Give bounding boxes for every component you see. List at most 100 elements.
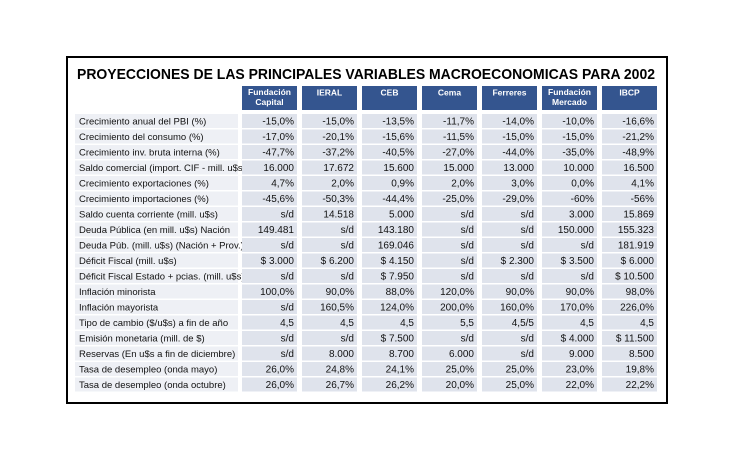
data-cell <box>602 253 657 268</box>
data-cell <box>602 160 657 175</box>
data-cell <box>602 269 657 283</box>
data-cell <box>422 129 477 144</box>
cell-value: 8.000 <box>329 349 354 360</box>
cell-value: 226,0% <box>620 302 654 313</box>
cell-value: 4,5 <box>640 318 654 329</box>
cell-value: 4,5/5 <box>512 318 535 329</box>
cell-value: 5.000 <box>389 209 414 220</box>
data-cell <box>542 238 597 252</box>
cell-value: $ 6.000 <box>621 256 655 267</box>
cell-value: 9.000 <box>569 349 594 360</box>
row-label: Crecimiento del consumo (%) <box>79 132 204 143</box>
cell-value: -15,0% <box>262 116 294 127</box>
cell-value: s/d <box>521 349 534 360</box>
data-cell <box>362 300 417 314</box>
data-cell <box>302 238 357 252</box>
column-header: IERAL <box>317 87 343 97</box>
cell-value: s/d <box>341 271 354 282</box>
cell-value: 25,0% <box>506 364 534 375</box>
column-header-cell <box>482 86 537 110</box>
row-label-cell <box>75 377 238 392</box>
data-cell <box>542 145 597 159</box>
cell-value: 90,0% <box>566 287 594 298</box>
data-cell <box>542 253 597 268</box>
row-label-cell <box>75 176 238 190</box>
data-cell <box>602 362 657 376</box>
cell-value: 4,7% <box>271 178 294 189</box>
cell-value: 24,1% <box>386 364 414 375</box>
data-cell <box>482 331 537 345</box>
cell-value: s/d <box>461 209 474 220</box>
data-cell <box>482 176 537 190</box>
data-cell <box>422 253 477 268</box>
data-cell <box>242 207 297 221</box>
data-cell <box>362 114 417 128</box>
cell-value: 15.600 <box>383 163 414 174</box>
data-cell <box>242 191 297 206</box>
cell-value: 16.500 <box>623 163 654 174</box>
data-cell <box>602 315 657 330</box>
data-cell <box>362 222 417 237</box>
data-cell <box>302 114 357 128</box>
data-cell <box>242 145 297 159</box>
data-cell <box>542 160 597 175</box>
cell-value: s/d <box>341 225 354 236</box>
cell-value: -14,0% <box>502 116 534 127</box>
row-label-cell <box>75 222 238 237</box>
data-cell <box>542 300 597 314</box>
table-title: PROYECCIONES DE LAS PRINCIPALES VARIABLE… <box>77 66 655 83</box>
data-cell <box>422 160 477 175</box>
cell-value: -15,0% <box>502 132 534 143</box>
cell-value: $ 7.950 <box>381 271 415 282</box>
data-cell <box>482 145 537 159</box>
cell-value: -27,0% <box>442 147 474 158</box>
cell-value: -35,0% <box>562 147 594 158</box>
cell-value: s/d <box>521 209 534 220</box>
data-cell <box>602 207 657 221</box>
cell-value: 6.000 <box>449 349 474 360</box>
data-cell <box>482 160 537 175</box>
column-header: Ferreres <box>492 87 526 97</box>
cell-value: s/d <box>281 240 294 251</box>
cell-value: -11,7% <box>443 116 474 127</box>
cell-value: 149.481 <box>258 225 295 236</box>
data-cell <box>362 269 417 283</box>
cell-value: s/d <box>461 271 474 282</box>
data-cell <box>422 362 477 376</box>
cell-value: 3,0% <box>511 178 534 189</box>
data-cell <box>302 284 357 299</box>
cell-value: 15.000 <box>443 163 474 174</box>
cell-value: $ 10.500 <box>615 271 654 282</box>
data-cell <box>362 207 417 221</box>
cell-value: s/d <box>281 302 294 313</box>
row-label-cell <box>75 300 238 314</box>
cell-value: 4,5 <box>340 318 354 329</box>
data-cell <box>242 284 297 299</box>
cell-value: s/d <box>461 256 474 267</box>
cell-value: -40,5% <box>382 147 414 158</box>
data-cell <box>482 222 537 237</box>
data-cell <box>602 145 657 159</box>
cell-value: -17,0% <box>262 132 294 143</box>
data-cell <box>362 377 417 392</box>
data-cell <box>422 114 477 128</box>
row-label-cell <box>75 269 238 283</box>
cell-value: -10,0% <box>562 116 594 127</box>
cell-value: 169.046 <box>378 240 415 251</box>
cell-value: 160,0% <box>500 302 534 313</box>
column-header: Fundación Mercado <box>548 87 591 107</box>
cell-value: 0,9% <box>391 178 414 189</box>
cell-value: -44,4% <box>382 194 414 205</box>
data-cell <box>482 315 537 330</box>
cell-value: 13.000 <box>503 163 534 174</box>
data-cell <box>482 253 537 268</box>
cell-value: -11,5% <box>443 132 474 143</box>
data-cell <box>482 300 537 314</box>
data-cell <box>362 145 417 159</box>
data-cell <box>542 269 597 283</box>
data-cell <box>482 362 537 376</box>
row-label: Crecimiento exportaciones (%) <box>79 178 209 189</box>
cell-value: 26,0% <box>266 364 294 375</box>
data-cell <box>302 207 357 221</box>
data-cell <box>602 222 657 237</box>
